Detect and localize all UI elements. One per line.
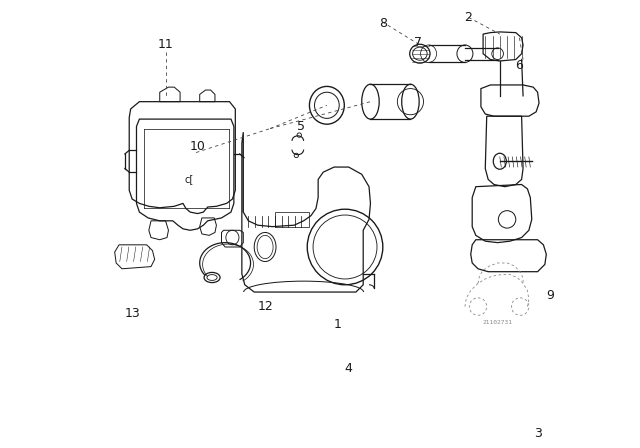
Text: 8: 8	[380, 17, 388, 30]
Text: c[: c[	[184, 174, 193, 185]
Text: 9: 9	[547, 289, 555, 302]
Text: 7: 7	[413, 36, 422, 49]
Text: 5: 5	[298, 120, 305, 133]
Text: 4: 4	[345, 362, 353, 375]
Text: 10: 10	[189, 140, 205, 153]
Text: 12: 12	[257, 300, 273, 313]
Text: 6: 6	[515, 59, 524, 72]
Text: 3: 3	[534, 427, 541, 440]
Text: 13: 13	[124, 307, 140, 320]
Text: 11: 11	[157, 39, 173, 52]
Text: 1: 1	[334, 318, 342, 331]
Text: 2: 2	[465, 11, 472, 24]
Text: 21102731: 21102731	[483, 320, 513, 325]
